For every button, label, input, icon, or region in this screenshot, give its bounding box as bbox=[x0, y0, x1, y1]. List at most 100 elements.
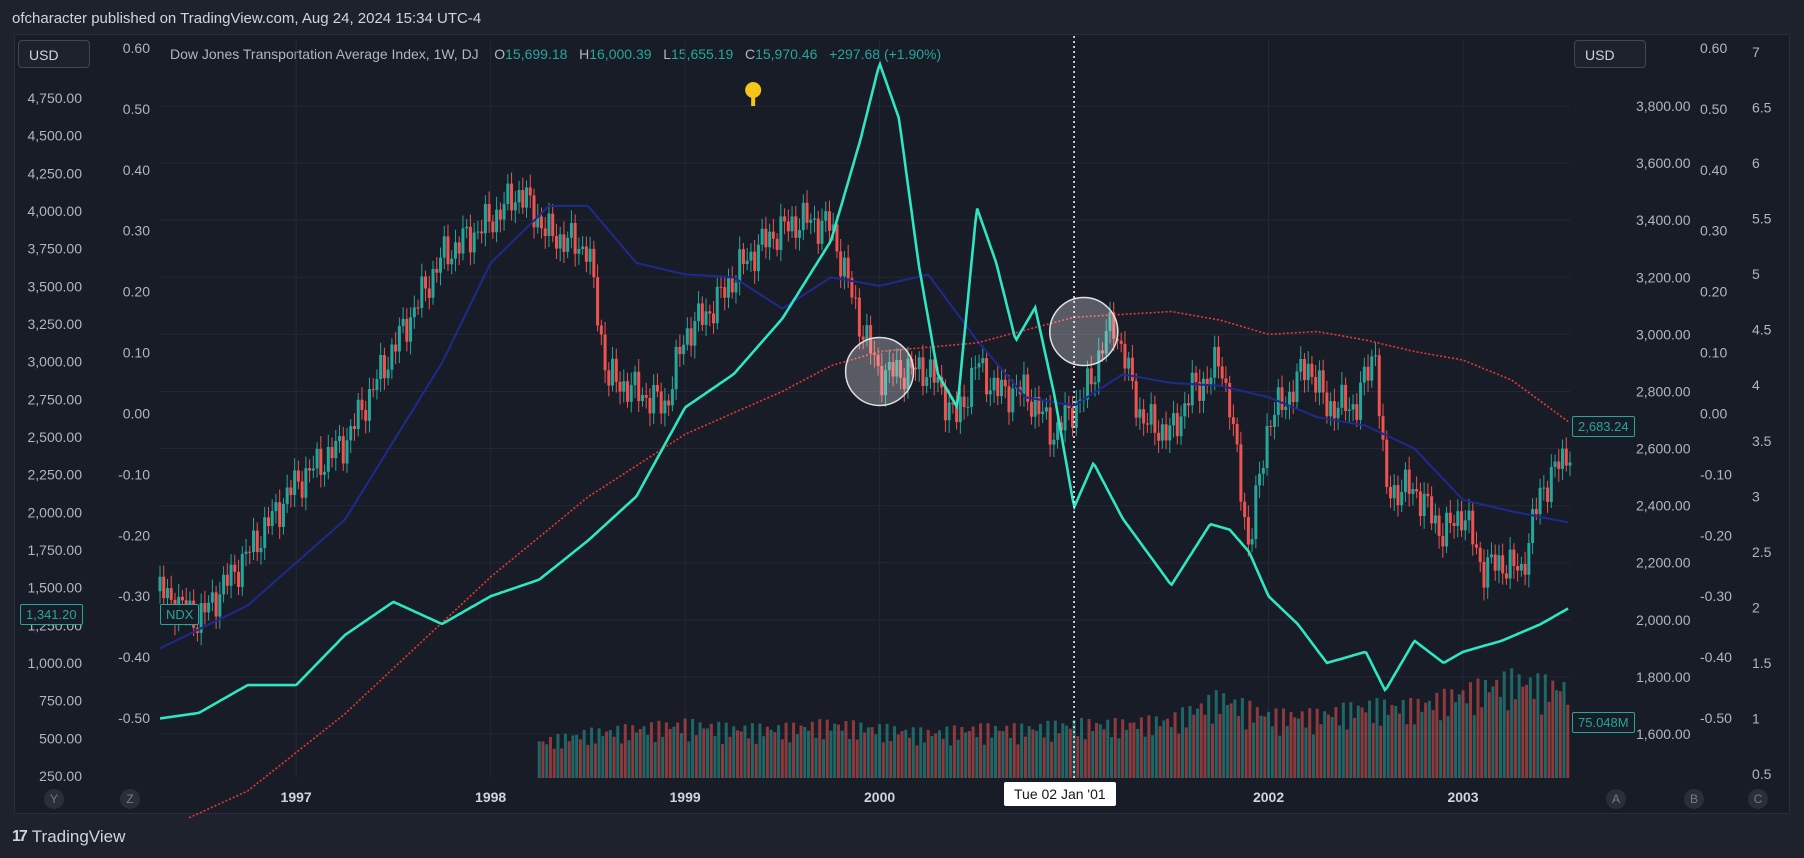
candle-body bbox=[1531, 509, 1535, 543]
left_price-tick-label: 3,250.00 bbox=[28, 316, 83, 332]
candle-body bbox=[966, 406, 970, 408]
candle-body bbox=[1048, 407, 1052, 445]
candle-body bbox=[1239, 444, 1243, 502]
candle-body bbox=[1205, 378, 1209, 386]
volume-bar bbox=[1461, 690, 1465, 778]
volume-bar bbox=[1169, 727, 1173, 778]
candle-body bbox=[794, 216, 798, 238]
candle-body bbox=[472, 232, 476, 253]
candle-body bbox=[1433, 515, 1437, 524]
chart-frame[interactable] bbox=[14, 34, 1790, 814]
volume-bar bbox=[1199, 703, 1203, 778]
candle-body bbox=[1549, 466, 1553, 502]
candle-body bbox=[1273, 414, 1277, 427]
right_ratio-tick-label: -0.50 bbox=[1700, 710, 1732, 726]
candle-body bbox=[364, 409, 368, 421]
volume-bar bbox=[1412, 724, 1416, 778]
pointing-hand-icon bbox=[745, 82, 762, 98]
candle-body bbox=[1344, 384, 1348, 411]
candle-body bbox=[442, 236, 446, 258]
candle-body bbox=[1261, 468, 1265, 474]
volume-bar bbox=[1267, 711, 1271, 778]
candle-body bbox=[252, 530, 256, 553]
volume-bar bbox=[1397, 713, 1401, 778]
candle-body bbox=[913, 367, 917, 370]
candle-body bbox=[1041, 411, 1045, 415]
candle-body bbox=[947, 402, 951, 421]
volume-bar bbox=[552, 748, 556, 778]
candle-body bbox=[1534, 509, 1538, 515]
right-currency-button[interactable]: USD bbox=[1574, 40, 1646, 68]
volume-bar bbox=[1323, 711, 1327, 778]
scale-button-z[interactable]: Z bbox=[120, 789, 140, 809]
candle-body bbox=[1359, 382, 1363, 420]
volume-bar bbox=[1558, 691, 1562, 778]
candle-body bbox=[902, 377, 906, 390]
candle-body bbox=[1482, 561, 1486, 588]
candle-body bbox=[801, 202, 805, 231]
right_ratio-tick-label: 0.00 bbox=[1700, 405, 1727, 421]
candle-body bbox=[1538, 487, 1542, 515]
candle-body bbox=[498, 209, 502, 220]
scale-button-b[interactable]: B bbox=[1684, 789, 1704, 809]
volume-bar bbox=[717, 721, 721, 778]
candle-body bbox=[244, 551, 248, 554]
right_price-tick-label: 2,400.00 bbox=[1636, 498, 1691, 514]
volume-bar bbox=[638, 729, 642, 778]
volume-bar bbox=[1330, 717, 1334, 778]
candle-body bbox=[1179, 416, 1183, 437]
volume-bar bbox=[1469, 682, 1473, 778]
left-currency-button[interactable]: USD bbox=[18, 40, 90, 68]
volume-bar bbox=[1308, 708, 1312, 778]
volume-bar bbox=[661, 736, 665, 778]
candle-body bbox=[1355, 404, 1359, 420]
candle-body bbox=[1452, 523, 1456, 527]
candle-body bbox=[180, 596, 184, 601]
candle-body bbox=[1071, 407, 1075, 428]
candle-body bbox=[1418, 491, 1422, 517]
volume-bar bbox=[971, 726, 975, 778]
volume-bar bbox=[1218, 713, 1222, 778]
candle-body bbox=[1460, 511, 1464, 531]
right_ratio-tick-label: 0.40 bbox=[1700, 162, 1727, 178]
volume-bar bbox=[1465, 703, 1469, 778]
volume-bar bbox=[1562, 682, 1566, 778]
candle-body bbox=[1347, 409, 1351, 411]
volume-bar bbox=[825, 719, 829, 778]
right_price-tick-label: 1,800.00 bbox=[1636, 669, 1691, 685]
volume-bar bbox=[821, 739, 825, 778]
volume-bar bbox=[855, 739, 859, 778]
tradingview-brand[interactable]: 17 TradingView bbox=[12, 827, 125, 847]
candle-body bbox=[895, 359, 899, 377]
candle-body bbox=[1325, 392, 1329, 417]
volume-bar bbox=[1382, 699, 1386, 778]
candle-body bbox=[1258, 473, 1262, 486]
volume-bar bbox=[1139, 717, 1143, 778]
volume-bar bbox=[1121, 719, 1125, 778]
volume-bar bbox=[724, 722, 728, 778]
candle-body bbox=[734, 282, 738, 293]
volume-bar bbox=[1521, 686, 1525, 778]
candle-body bbox=[614, 358, 618, 382]
candle-body bbox=[592, 248, 596, 278]
candle-body bbox=[712, 313, 716, 324]
volume-bar bbox=[964, 732, 968, 778]
scale-button-y[interactable]: Y bbox=[44, 789, 64, 809]
volume-bar bbox=[765, 726, 769, 778]
candle-body bbox=[495, 209, 499, 233]
right_price-tick-label: 3,000.00 bbox=[1636, 326, 1691, 342]
volume-bar bbox=[735, 730, 739, 778]
scale-button-a[interactable]: A bbox=[1606, 789, 1626, 809]
legend-open-label: O bbox=[494, 46, 506, 62]
candle-body bbox=[1564, 448, 1568, 466]
candle-body bbox=[988, 390, 992, 395]
left_ratio-tick-label: 0.20 bbox=[123, 284, 150, 300]
candle-body bbox=[637, 371, 641, 402]
volume-bar bbox=[1188, 705, 1192, 778]
volume-bar bbox=[1360, 707, 1364, 778]
scale-button-c[interactable]: C bbox=[1748, 789, 1768, 809]
volume-bar bbox=[1038, 723, 1042, 778]
candle-body bbox=[618, 381, 622, 392]
volume-bar bbox=[807, 730, 811, 778]
